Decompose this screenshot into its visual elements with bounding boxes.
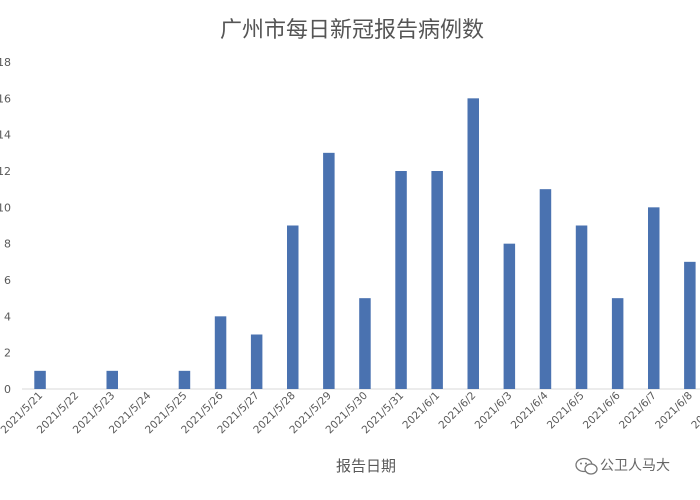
x-tick-label: 2021/6/1 — [400, 390, 442, 432]
y-tick-label: 14 — [0, 129, 11, 142]
bar — [575, 225, 588, 389]
y-tick-label: 8 — [4, 238, 11, 251]
x-axis-title: 报告日期 — [336, 457, 396, 475]
bar — [359, 298, 371, 389]
bar — [34, 370, 46, 389]
y-tick-label: 18 — [0, 56, 11, 69]
watermark: 公卫人马大 — [575, 457, 670, 475]
bar — [539, 189, 552, 389]
bars — [34, 98, 696, 389]
bar — [106, 370, 118, 389]
y-tick-label: 12 — [0, 165, 11, 178]
chart-title: 广州市每日新冠报告病例数 — [220, 18, 484, 43]
bar — [214, 316, 227, 389]
y-tick-label: 6 — [4, 274, 11, 287]
x-tick-label: 2021/6/5 — [545, 390, 587, 432]
y-tick-label: 2 — [4, 347, 11, 360]
bar — [503, 243, 516, 389]
x-tick-label: 2021/6/7 — [617, 390, 659, 432]
y-tick-label: 4 — [4, 310, 11, 323]
x-tick-label: 2021/6/2 — [437, 390, 479, 432]
watermark-text: 公卫人马大 — [600, 458, 670, 474]
bar — [467, 98, 479, 389]
x-tick-label: 2021/6/4 — [509, 389, 551, 431]
y-tick-label: 16 — [0, 92, 11, 105]
bar — [684, 261, 696, 389]
y-tick-label: 10 — [0, 201, 11, 214]
bar — [287, 225, 299, 389]
bar — [178, 370, 191, 389]
bar — [611, 298, 624, 389]
bar — [648, 207, 660, 389]
bar — [431, 171, 443, 389]
bar — [250, 334, 263, 389]
bar — [395, 171, 407, 389]
x-tick-label: 2021/6/8 — [653, 390, 695, 432]
wechat-icon — [575, 457, 598, 475]
x-tick-label: 2021/6/6 — [581, 389, 623, 431]
y-axis-ticks: 0 2 4 6 8 10 12 14 16 18 — [0, 56, 11, 396]
x-tick-label: 2021/6/3 — [473, 390, 515, 432]
bar — [323, 152, 335, 389]
y-tick-label: 0 — [4, 383, 11, 396]
x-axis-ticks: 2021/5/212021/5/222021/5/232021/5/242021… — [0, 389, 700, 436]
